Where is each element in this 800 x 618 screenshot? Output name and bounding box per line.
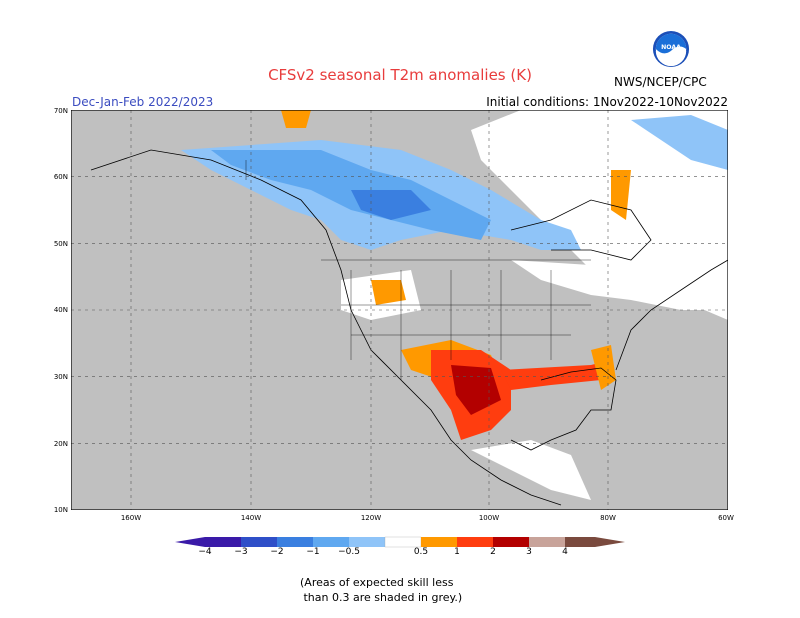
lat-label-20n: 20N: [53, 440, 68, 448]
colorbar-seg-8: [457, 537, 493, 547]
colorbar-label-m1: −1: [306, 547, 320, 557]
agency-label: NWS/NCEP/CPC: [614, 75, 707, 89]
colorbar-label-p1: 1: [454, 547, 460, 557]
lon-label-140w: 140W: [240, 514, 262, 522]
lat-label-40n: 40N: [53, 306, 68, 314]
colorbar-seg-10: [529, 537, 565, 547]
colorbar-seg-7: [421, 537, 457, 547]
colorbar-seg-3: [277, 537, 313, 547]
colorbar: [175, 536, 625, 548]
texas-darkred: [451, 365, 501, 415]
pacific-coastline: [90, 149, 562, 506]
anomaly-map: [71, 110, 728, 510]
hudson-orange: [611, 170, 631, 220]
colorbar-seg-6: [384, 536, 422, 548]
colorbar-label-p2: 2: [490, 547, 496, 557]
gulf-red: [501, 360, 611, 390]
colorbar-seg-9: [493, 537, 529, 547]
colorbar-label-m4: −4: [198, 547, 212, 557]
lat-label-10n: 10N: [53, 506, 68, 514]
colorbar-seg-5: [349, 537, 385, 547]
logo-text: NOAA: [661, 44, 681, 51]
lat-label-60n: 60N: [53, 173, 68, 181]
lon-label-120w: 120W: [360, 514, 382, 522]
colorbar-arrow-left: [175, 537, 205, 547]
colorbar-seg-2: [241, 537, 277, 547]
colorbar-label-p4: 4: [562, 547, 568, 557]
colorbar-label-m2: −2: [270, 547, 284, 557]
nw-orange: [371, 280, 406, 305]
noaa-logo: NOAA: [652, 30, 690, 68]
lon-label-60w: 60W: [718, 514, 734, 522]
arctic-orange: [281, 110, 311, 128]
forecast-period: Dec-Jan-Feb 2022/2023: [72, 95, 214, 109]
colorbar-label-p3: 3: [526, 547, 532, 557]
political-borders: [245, 160, 591, 380]
atlantic-coastline: [615, 259, 728, 371]
hudson-coastline: [510, 199, 652, 261]
lat-label-70n: 70N: [53, 107, 68, 115]
colorbar-seg-4: [313, 537, 349, 547]
lon-label-100w: 100W: [478, 514, 500, 522]
canada-east-white: [471, 110, 728, 320]
lat-label-30n: 30N: [53, 373, 68, 381]
initial-conditions: Initial conditions: 1Nov2022-10Nov2022: [486, 95, 728, 109]
great-lakes-white: [511, 260, 728, 310]
colorbar-label-p05: 0.5: [413, 547, 429, 557]
canada-dark-blue: [351, 190, 431, 220]
colorbar-seg-1: [205, 537, 241, 547]
gulf-coastline: [510, 367, 617, 451]
map-title: CFSv2 seasonal T2m anomalies (K): [268, 66, 532, 84]
central-america-white: [471, 440, 591, 500]
lon-label-160w: 160W: [120, 514, 142, 522]
colorbar-label-m05: −0.5: [338, 547, 360, 557]
lon-label-80w: 80W: [600, 514, 616, 522]
gridlines: [71, 110, 728, 510]
colorbar-label-m3: −3: [234, 547, 248, 557]
canada-mid-blue: [211, 150, 491, 240]
skill-footnote: (Areas of expected skill less than 0.3 a…: [300, 576, 463, 604]
labrador-blue: [631, 115, 728, 170]
colorbar-arrow-right: [595, 537, 625, 547]
florida-orange: [591, 345, 616, 390]
colorbar-seg-11: [565, 537, 595, 547]
lat-label-50n: 50N: [53, 240, 68, 248]
